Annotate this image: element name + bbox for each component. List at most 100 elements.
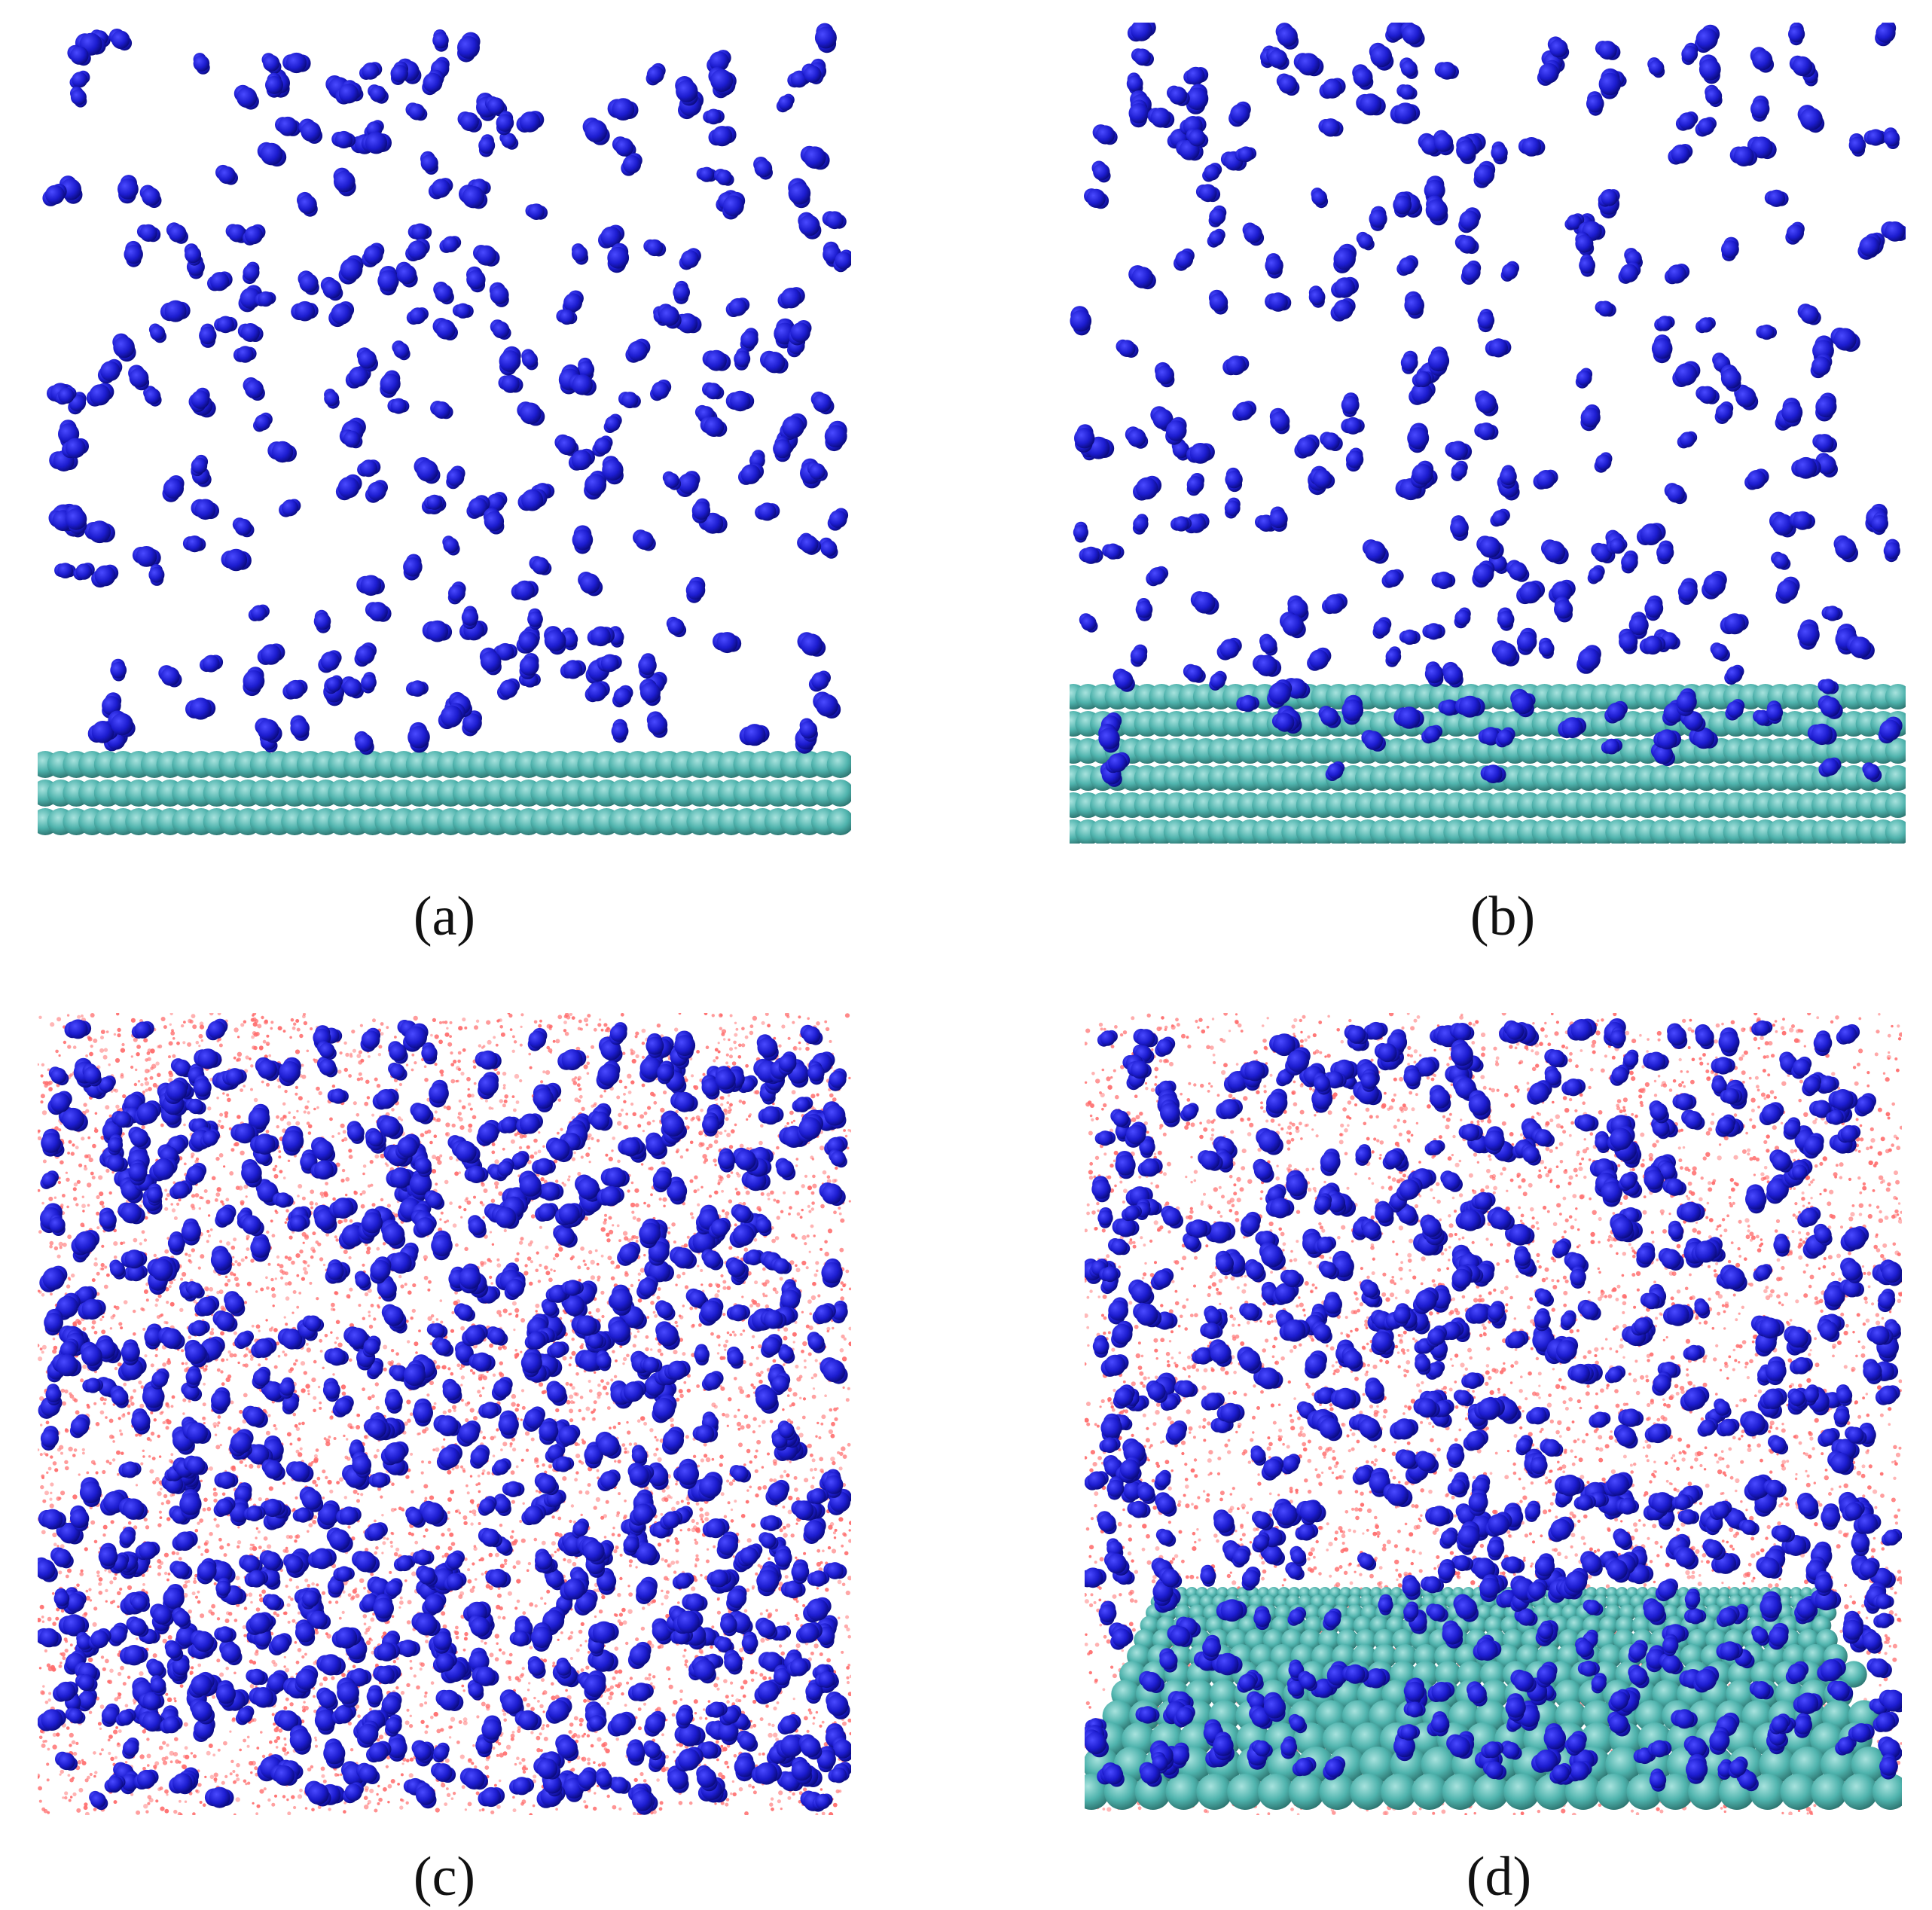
molecule: [1374, 1042, 1400, 1063]
molecule: [415, 1782, 437, 1809]
molecule: [662, 1426, 685, 1455]
molecule: [1463, 1429, 1489, 1451]
molecule: [1655, 1578, 1678, 1602]
molecule: [1500, 465, 1517, 489]
molecule: [1835, 1735, 1857, 1756]
molecule: [1702, 570, 1727, 600]
molecule: [597, 654, 622, 673]
molecule: [691, 1655, 716, 1684]
molecule: [172, 1531, 198, 1551]
molecule: [243, 1505, 266, 1521]
molecule: [1110, 1109, 1131, 1128]
molecule: [1098, 724, 1120, 753]
molecule: [726, 1585, 747, 1612]
molecule: [1113, 1384, 1135, 1409]
molecule: [454, 1303, 475, 1322]
molecule: [1628, 1664, 1650, 1689]
molecule: [298, 270, 319, 295]
molecule: [797, 632, 826, 657]
molecule: [1608, 1689, 1630, 1712]
molecule: [69, 1505, 90, 1532]
molecule: [509, 1777, 535, 1796]
molecule: [1155, 1528, 1177, 1547]
molecule: [266, 1670, 288, 1695]
molecule: [62, 438, 89, 459]
molecule: [773, 1664, 791, 1689]
molecule: [485, 1326, 508, 1346]
panel-a-canvas: [38, 23, 851, 835]
molecule: [1781, 398, 1803, 427]
molecule: [729, 1465, 752, 1483]
molecule: [1756, 324, 1777, 340]
molecule: [1677, 578, 1698, 605]
molecule: [466, 495, 490, 519]
molecule: [1453, 1390, 1474, 1407]
molecule: [414, 1154, 432, 1177]
molecule: [1224, 497, 1241, 519]
molecule: [1677, 1509, 1699, 1525]
molecule: [268, 1633, 292, 1655]
molecule: [1472, 560, 1495, 588]
molecule: [791, 1559, 810, 1585]
molecule: [1872, 1594, 1894, 1609]
molecule: [45, 1384, 62, 1405]
molecule: [267, 441, 297, 463]
molecule: [1440, 1170, 1463, 1192]
molecule: [1866, 1326, 1894, 1345]
molecule: [104, 1154, 128, 1172]
molecule: [692, 1424, 719, 1443]
molecule: [600, 1167, 630, 1188]
molecule: [1513, 1246, 1531, 1270]
molecule: [1128, 99, 1149, 128]
molecule: [1314, 1387, 1337, 1405]
molecule: [691, 498, 711, 523]
molecule: [215, 1577, 231, 1599]
molecule: [1789, 511, 1815, 530]
molecule: [1198, 1150, 1223, 1171]
molecule: [1420, 1214, 1442, 1240]
molecule: [1213, 1509, 1235, 1536]
molecule: [1147, 107, 1175, 128]
molecule: [1261, 1456, 1284, 1481]
molecule: [546, 1381, 568, 1406]
molecule: [676, 1458, 700, 1489]
molecule: [290, 715, 310, 741]
molecule: [597, 1185, 624, 1207]
molecule: [557, 1049, 587, 1071]
molecule: [1097, 1207, 1113, 1228]
molecule: [813, 691, 841, 719]
molecule: [774, 1545, 792, 1570]
molecule: [1788, 23, 1805, 46]
molecule: [1128, 1279, 1155, 1305]
molecule: [669, 1246, 697, 1269]
molecule: [457, 111, 482, 133]
molecule: [1818, 757, 1842, 777]
molecule: [1751, 1020, 1773, 1036]
molecule: [357, 459, 381, 478]
molecule: [1490, 508, 1510, 527]
molecule: [272, 1192, 294, 1208]
molecule: [1839, 1279, 1864, 1298]
molecule: [1365, 1378, 1385, 1404]
molecule: [56, 1522, 84, 1545]
molecule: [96, 1076, 116, 1094]
molecule: [432, 1652, 457, 1673]
molecule: [1827, 1451, 1854, 1475]
molecule: [807, 1570, 830, 1587]
molecule: [235, 1705, 255, 1725]
molecule: [1616, 1497, 1639, 1515]
molecule: [279, 1377, 295, 1399]
molecule: [1711, 1552, 1741, 1574]
molecule: [215, 1680, 236, 1707]
molecule: [1764, 189, 1789, 207]
molecule: [1598, 189, 1620, 207]
molecule: [789, 320, 812, 346]
molecule: [673, 280, 690, 304]
molecule: [1604, 1365, 1626, 1384]
molecule: [331, 1627, 362, 1649]
molecule: [191, 499, 219, 520]
molecule: [354, 1271, 371, 1291]
molecule: [1454, 607, 1471, 629]
molecule: [777, 1420, 796, 1441]
molecule: [1073, 521, 1088, 543]
